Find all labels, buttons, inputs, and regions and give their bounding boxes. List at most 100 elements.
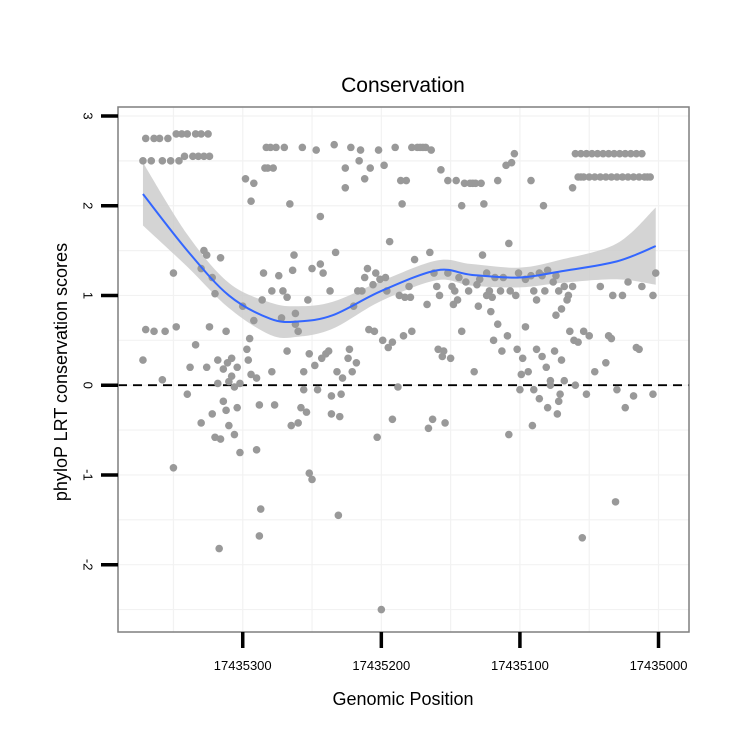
data-point bbox=[624, 278, 632, 286]
data-point bbox=[635, 345, 643, 354]
data-point bbox=[543, 403, 552, 412]
data-point bbox=[200, 152, 208, 161]
data-point bbox=[244, 356, 253, 364]
data-point bbox=[298, 143, 307, 152]
data-point bbox=[514, 269, 523, 277]
y-axis-label: phyloP LRT conservation scores bbox=[51, 243, 71, 501]
data-point bbox=[227, 372, 236, 381]
data-point bbox=[441, 419, 449, 427]
data-point bbox=[377, 605, 386, 614]
data-point bbox=[649, 291, 657, 300]
data-point bbox=[529, 385, 538, 394]
data-point bbox=[150, 327, 158, 336]
data-point bbox=[618, 173, 627, 181]
data-point bbox=[158, 157, 167, 165]
data-point bbox=[521, 323, 530, 331]
data-point bbox=[624, 173, 632, 181]
data-point bbox=[373, 433, 381, 442]
data-point bbox=[327, 392, 336, 400]
data-points bbox=[139, 130, 660, 614]
x-tick-label: 17435000 bbox=[630, 658, 688, 673]
data-point bbox=[564, 291, 573, 300]
data-point bbox=[510, 149, 519, 158]
data-point bbox=[327, 410, 336, 418]
data-point bbox=[455, 273, 463, 282]
data-point bbox=[487, 307, 495, 316]
data-point bbox=[613, 385, 621, 394]
data-point bbox=[638, 149, 646, 158]
data-point bbox=[141, 325, 150, 334]
data-point bbox=[255, 401, 264, 409]
data-point bbox=[337, 390, 345, 398]
data-point bbox=[607, 334, 616, 343]
data-point bbox=[277, 314, 286, 322]
plot-panel-border bbox=[117, 106, 690, 633]
data-point bbox=[270, 401, 279, 409]
data-point bbox=[607, 173, 616, 181]
data-point bbox=[288, 266, 297, 275]
data-point bbox=[578, 533, 587, 542]
data-point bbox=[191, 341, 200, 349]
data-point bbox=[341, 183, 350, 192]
data-point bbox=[175, 157, 183, 165]
data-point bbox=[252, 374, 261, 382]
data-point bbox=[585, 332, 594, 340]
data-point bbox=[255, 532, 264, 540]
data-point bbox=[388, 338, 397, 346]
data-point bbox=[505, 430, 513, 439]
data-point bbox=[222, 327, 230, 336]
data-point bbox=[629, 173, 638, 181]
data-point bbox=[219, 365, 228, 373]
data-point bbox=[330, 140, 339, 149]
data-point bbox=[304, 296, 312, 304]
data-point bbox=[204, 130, 212, 138]
y-tick-label: 0 bbox=[80, 382, 95, 389]
data-point bbox=[478, 251, 487, 259]
data-point bbox=[408, 143, 416, 152]
data-point bbox=[554, 397, 563, 406]
data-point bbox=[399, 332, 408, 340]
data-point bbox=[475, 275, 484, 284]
data-point bbox=[635, 173, 643, 181]
data-point bbox=[252, 446, 261, 454]
data-point bbox=[290, 251, 298, 259]
data-point bbox=[366, 164, 375, 172]
data-point bbox=[560, 376, 569, 385]
data-point bbox=[511, 291, 520, 300]
data-point bbox=[259, 269, 268, 277]
data-point bbox=[529, 287, 538, 295]
data-point bbox=[274, 271, 283, 280]
data-point bbox=[268, 287, 276, 295]
data-point bbox=[568, 183, 577, 192]
data-point bbox=[596, 282, 605, 291]
x-tick-label: 17435200 bbox=[352, 658, 410, 673]
data-point bbox=[227, 354, 236, 363]
data-point bbox=[410, 255, 419, 264]
data-point bbox=[608, 291, 617, 300]
data-point bbox=[216, 253, 225, 262]
data-point bbox=[505, 239, 513, 248]
data-point bbox=[613, 173, 621, 181]
data-point bbox=[313, 385, 322, 394]
data-point bbox=[566, 327, 574, 336]
data-point bbox=[236, 448, 244, 457]
data-point bbox=[427, 146, 436, 154]
data-point bbox=[401, 293, 409, 302]
data-point bbox=[477, 179, 485, 188]
data-point bbox=[286, 200, 294, 208]
data-point bbox=[432, 282, 441, 291]
data-point bbox=[302, 408, 311, 416]
data-point bbox=[305, 469, 314, 477]
data-point bbox=[646, 173, 654, 181]
data-point bbox=[279, 287, 287, 295]
data-point bbox=[444, 176, 452, 185]
data-point bbox=[243, 345, 251, 354]
data-point bbox=[247, 197, 255, 206]
data-point bbox=[590, 173, 599, 181]
data-point bbox=[147, 157, 156, 165]
data-point bbox=[189, 152, 197, 161]
data-point bbox=[577, 149, 585, 158]
data-point bbox=[571, 149, 580, 158]
data-point bbox=[532, 296, 541, 304]
data-point bbox=[219, 397, 228, 406]
